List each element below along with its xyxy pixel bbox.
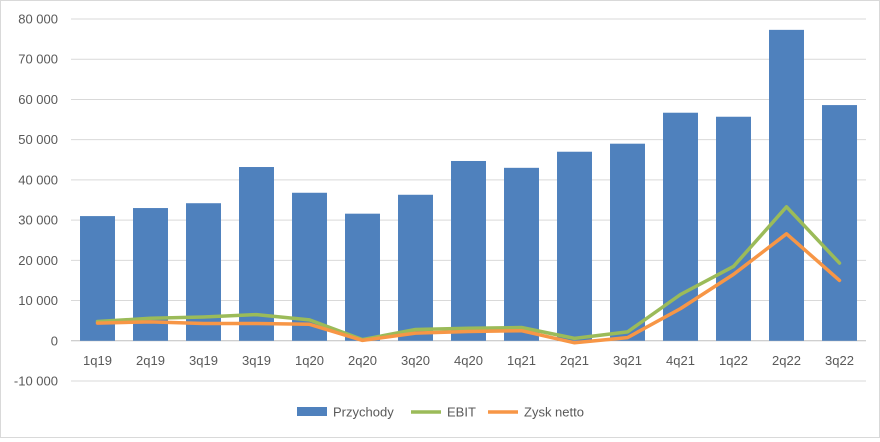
x-tick-label: 1q21 [507, 353, 536, 368]
y-axis-ticks: -10 000 0 10 000 20 000 30 000 40 000 50 000 60… [14, 12, 58, 389]
bar [345, 213, 380, 341]
series-line [95, 205, 842, 342]
bar [769, 29, 804, 341]
legend-item: Przychody [297, 405, 394, 420]
bar [822, 105, 857, 341]
legend-item: EBIT [411, 405, 476, 420]
legend-swatch [297, 407, 327, 416]
bar [292, 192, 327, 341]
x-tick-label: 2q20 [348, 353, 377, 368]
bar [610, 143, 645, 341]
x-tick-label: 3q21 [613, 353, 642, 368]
x-tick-label: 1q20 [295, 353, 324, 368]
x-tick-label: 1q19 [83, 353, 112, 368]
bar [716, 116, 751, 341]
x-tick-label: 2q22 [772, 353, 801, 368]
y-tick-label: 40 000 [18, 172, 58, 187]
legend-item: Zysk netto [488, 405, 584, 420]
y-tick-label: 80 000 [18, 12, 58, 27]
x-tick-label: 3q20 [401, 353, 430, 368]
x-tick-label: 3q19 [189, 353, 218, 368]
bar [398, 194, 433, 341]
bar [557, 151, 592, 341]
x-tick-label: 2q21 [560, 353, 589, 368]
legend-label: Przychody [333, 405, 394, 420]
bar [239, 167, 274, 341]
lines [95, 205, 842, 345]
y-tick-label: 30 000 [18, 213, 58, 228]
bar [186, 203, 221, 341]
y-tick-label: 10 000 [18, 293, 58, 308]
x-tick-label: 2q19 [136, 353, 165, 368]
y-tick-label: 60 000 [18, 92, 58, 107]
x-tick-label: 4q21 [666, 353, 695, 368]
x-tick-label: 3q22 [825, 353, 854, 368]
y-tick-label: 70 000 [18, 52, 58, 67]
x-axis-ticks: 1q19 2q19 3q19 3q19 1q20 2q20 3q20 4q20 1q21 2q21… [83, 353, 854, 368]
legend-label: Zysk netto [524, 405, 584, 420]
bar [504, 167, 539, 341]
x-tick-label: 3q19 [242, 353, 271, 368]
x-tick-label: 4q20 [454, 353, 483, 368]
bars-przychody [80, 29, 857, 341]
y-tick-label: 0 [51, 333, 58, 348]
legend-label: EBIT [447, 405, 476, 420]
y-tick-label: 20 000 [18, 253, 58, 268]
y-tick-label: 50 000 [18, 132, 58, 147]
y-tick-label: -10 000 [14, 374, 58, 389]
series-line [95, 232, 842, 345]
bar [451, 160, 486, 341]
x-tick-label: 1q22 [719, 353, 748, 368]
legend: Przychody EBIT Zysk netto [297, 405, 584, 420]
